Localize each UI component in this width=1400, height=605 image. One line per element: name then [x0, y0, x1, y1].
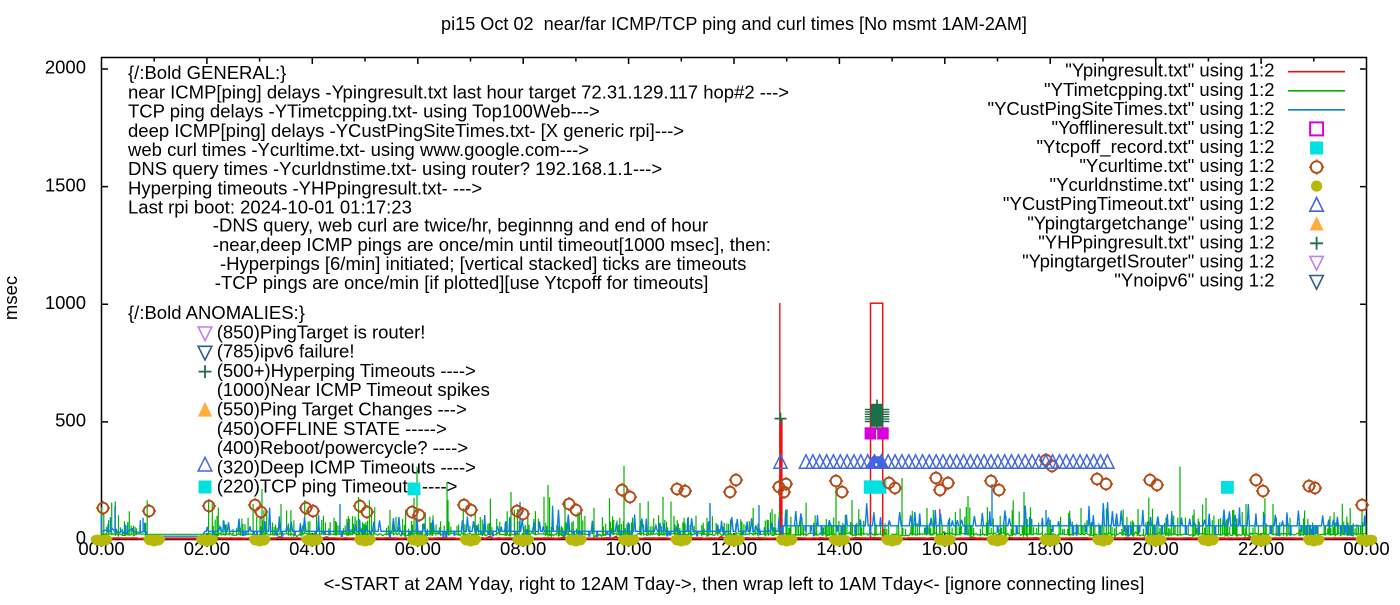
svg-text:"YTimetcpping.txt" using 1:2: "YTimetcpping.txt" using 1:2: [1044, 79, 1274, 100]
svg-text:2000: 2000: [45, 57, 86, 78]
svg-text:(400)Reboot/powercycle? ---->: (400)Reboot/powercycle? ---->: [217, 437, 468, 458]
svg-text:"YHPpingresult.txt" using 1:2: "YHPpingresult.txt" using 1:2: [1038, 231, 1274, 252]
svg-text:(785)ipv6 failure!: (785)ipv6 failure!: [217, 341, 355, 362]
svg-text:<-START at 2AM Yday, right to: <-START at 2AM Yday, right to 12AM Tday-…: [324, 573, 1145, 594]
svg-text:-Hyperpings [6/min] initiated;: -Hyperpings [6/min] initiated; [vertical…: [220, 253, 746, 274]
svg-text:500: 500: [55, 410, 86, 431]
svg-text:Hyperping timeouts -YHPpingres: Hyperping timeouts -YHPpingresult.txt- -…: [128, 177, 482, 198]
svg-text:00:00: 00:00: [1343, 538, 1389, 559]
svg-text:0: 0: [76, 527, 86, 548]
svg-text:(320)Deep ICMP Timeouts ---->: (320)Deep ICMP Timeouts ---->: [217, 456, 476, 477]
svg-text:-DNS query, web curl are twice: -DNS query, web curl are twice/hr, begin…: [213, 215, 708, 236]
svg-text:(220)TCP ping Timeouts ---->: (220)TCP ping Timeouts ---->: [217, 476, 458, 497]
svg-text:08:00: 08:00: [500, 538, 546, 559]
svg-text:deep ICMP[ping] delays -YCustP: deep ICMP[ping] delays -YCustPingSiteTim…: [128, 120, 684, 141]
svg-text:{/:Bold GENERAL:}: {/:Bold GENERAL:}: [128, 62, 286, 83]
svg-text:DNS query times -Ycurldnstime.: DNS query times -Ycurldnstime.txt- using…: [128, 158, 662, 179]
svg-text:-TCP pings are once/min [if pl: -TCP pings are once/min [if plotted][use…: [215, 272, 709, 293]
svg-text:12:00: 12:00: [711, 538, 757, 559]
svg-text:"Ycurldnstime.txt" using 1:2: "Ycurldnstime.txt" using 1:2: [1050, 174, 1275, 195]
svg-text:04:00: 04:00: [289, 538, 335, 559]
svg-text:near ICMP[ping] delays -Ypingr: near ICMP[ping] delays -Ypingresult.txt …: [128, 81, 789, 102]
svg-text:web curl times -Ycurltime.txt-: web curl times -Ycurltime.txt- using www…: [127, 139, 589, 160]
svg-text:1000: 1000: [45, 292, 86, 313]
svg-text:"Ycurltime.txt" using 1:2: "Ycurltime.txt" using 1:2: [1079, 155, 1274, 176]
svg-text:(850)PingTarget is router!: (850)PingTarget is router!: [217, 321, 426, 342]
svg-text:06:00: 06:00: [395, 538, 441, 559]
svg-text:22:00: 22:00: [1238, 538, 1284, 559]
svg-text:"YpingtargetISrouter" using 1:: "YpingtargetISrouter" using 1:2: [1022, 250, 1274, 271]
svg-text:00:00: 00:00: [78, 538, 124, 559]
svg-text:"Yofflineresult.txt" using 1:2: "Yofflineresult.txt" using 1:2: [1052, 117, 1275, 138]
svg-text:(500+)Hyperping Timeouts ---->: (500+)Hyperping Timeouts ---->: [217, 360, 476, 381]
svg-text:"Ytcpoff_record.txt" using 1:2: "Ytcpoff_record.txt" using 1:2: [1036, 136, 1274, 158]
svg-text:"Ypingresult.txt" using 1:2: "Ypingresult.txt" using 1:2: [1065, 60, 1274, 81]
svg-text:-near,deep ICMP pings are once: -near,deep ICMP pings are once/min until…: [213, 234, 771, 255]
svg-text:Last rpi boot: 2024-10-01 01:1: Last rpi boot: 2024-10-01 01:17:23: [128, 197, 412, 218]
svg-text:1500: 1500: [45, 174, 86, 195]
svg-text:"YCustPingSiteTimes.txt" using: "YCustPingSiteTimes.txt" using 1:2: [988, 98, 1275, 119]
svg-text:TCP ping delays -YTimetcpping.: TCP ping delays -YTimetcpping.txt- using…: [128, 101, 600, 122]
svg-text:(550)Ping Target Changes --->: (550)Ping Target Changes --->: [217, 399, 467, 420]
svg-text:{/:Bold ANOMALIES:}: {/:Bold ANOMALIES:}: [128, 302, 305, 323]
svg-text:(450)OFFLINE STATE ----->: (450)OFFLINE STATE ----->: [217, 418, 447, 439]
svg-text:"Ynoipv6" using 1:2: "Ynoipv6" using 1:2: [1114, 270, 1274, 291]
svg-text:(1000)Near ICMP Timeout spikes: (1000)Near ICMP Timeout spikes: [217, 379, 490, 400]
svg-text:pi15 Oct 02 near/far ICMP/TCP: pi15 Oct 02 near/far ICMP/TCP ping and c…: [441, 14, 1027, 34]
svg-text:20:00: 20:00: [1133, 538, 1179, 559]
svg-text:10:00: 10:00: [605, 538, 651, 559]
svg-text:14:00: 14:00: [816, 538, 862, 559]
svg-text:"YCustPingTimeout.txt" using 1: "YCustPingTimeout.txt" using 1:2: [1003, 193, 1275, 214]
svg-text:16:00: 16:00: [922, 538, 968, 559]
svg-text:02:00: 02:00: [184, 538, 230, 559]
svg-text:msec: msec: [0, 276, 21, 320]
svg-text:18:00: 18:00: [1027, 538, 1073, 559]
svg-text:"Ypingtargetchange" using 1:2: "Ypingtargetchange" using 1:2: [1027, 212, 1274, 233]
